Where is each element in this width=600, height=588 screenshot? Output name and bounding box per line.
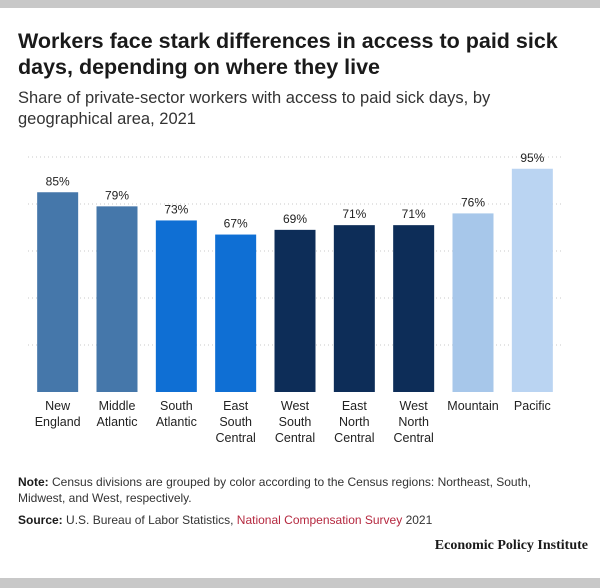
data-label: 69%: [283, 212, 307, 226]
category-label: Atlantic: [97, 415, 138, 429]
source-link[interactable]: National Compensation Survey: [236, 513, 403, 527]
data-label: 95%: [520, 151, 544, 165]
category-label: West: [281, 399, 310, 413]
data-label: 85%: [46, 174, 70, 188]
category-label: South: [219, 415, 252, 429]
bar-chart: 85% New England 79% Middle Atlantic 73% South At…: [28, 151, 562, 445]
category-label: Middle: [99, 399, 136, 413]
bar: [96, 206, 138, 392]
data-label: 71%: [342, 207, 366, 221]
category-label: East: [342, 399, 368, 413]
chart-subtitle: Share of private-sector workers with acc…: [18, 89, 491, 128]
bar: [393, 225, 435, 392]
category-label: South: [160, 399, 193, 413]
bar: [155, 220, 197, 392]
brand-logo-text: Economic Policy Institute: [434, 538, 588, 553]
note-text: Census divisions are grouped by color ac…: [18, 475, 531, 505]
category-label: Central: [216, 431, 256, 445]
bar: [333, 225, 375, 392]
data-label: 67%: [224, 217, 248, 231]
category-label: New: [45, 399, 71, 413]
bar: [452, 213, 494, 392]
bar: [511, 168, 553, 392]
category-label: Central: [394, 431, 434, 445]
source-label: Source:: [18, 513, 63, 527]
note-label: Note:: [18, 475, 49, 489]
data-label: 71%: [402, 207, 426, 221]
category-label: Pacific: [514, 399, 551, 413]
bar: [215, 234, 257, 392]
category-label: North: [339, 415, 370, 429]
top-border: [0, 0, 600, 8]
source: Source: U.S. Bureau of Labor Statistics,…: [18, 512, 578, 528]
category-label: Mountain: [447, 399, 498, 413]
category-label: South: [279, 415, 312, 429]
category-label: North: [398, 415, 429, 429]
category-label: Central: [275, 431, 315, 445]
bar: [37, 192, 79, 392]
source-text: U.S. Bureau of Labor Statistics,: [66, 513, 234, 527]
chart-title: Workers face stark differences in access…: [18, 29, 558, 79]
category-label: England: [35, 415, 81, 429]
category-label: West: [400, 399, 429, 413]
data-label: 76%: [461, 195, 485, 209]
source-year: 2021: [405, 513, 433, 527]
category-label: Atlantic: [156, 415, 197, 429]
bottom-border: [0, 578, 600, 588]
category-label: Central: [334, 431, 374, 445]
category-label: East: [223, 399, 249, 413]
data-label: 79%: [105, 188, 129, 202]
data-label: 73%: [164, 202, 188, 216]
note: Note: Census divisions are grouped by co…: [18, 474, 578, 506]
bar: [274, 229, 316, 392]
